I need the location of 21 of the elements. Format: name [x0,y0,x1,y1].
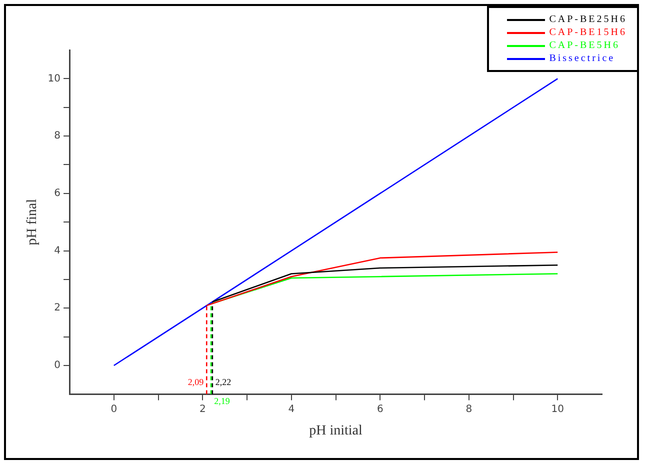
x-tick-label: 10 [551,404,564,415]
annotation: 2,19 [214,396,230,406]
y-tick-label: 0 [54,360,61,372]
legend-label: CAP-BE5H6 [549,40,620,51]
x-tick-label: 2 [199,404,206,415]
y-tick-label: 6 [54,188,61,200]
x-tick-label: 6 [376,404,384,415]
x-axis-title: pH initial [309,423,363,438]
y-tick-label: 10 [48,73,61,84]
x-tick-label: 0 [110,404,118,415]
x-tick-label: 8 [466,404,472,415]
y-tick-label: 4 [54,245,61,256]
y-axis-title: pH final [25,198,40,246]
legend-label: CAP-BE25H6 [549,14,627,25]
y-tick-label: 2 [54,302,61,314]
legend-label: Bissectrice [549,53,616,64]
legend-label: CAP-BE15H6 [549,27,627,38]
annotation: 2,09 [188,377,204,388]
y-tick-label: 8 [54,130,61,142]
x-tick-label: 4 [288,404,295,415]
annotation: 2,22 [215,377,232,388]
